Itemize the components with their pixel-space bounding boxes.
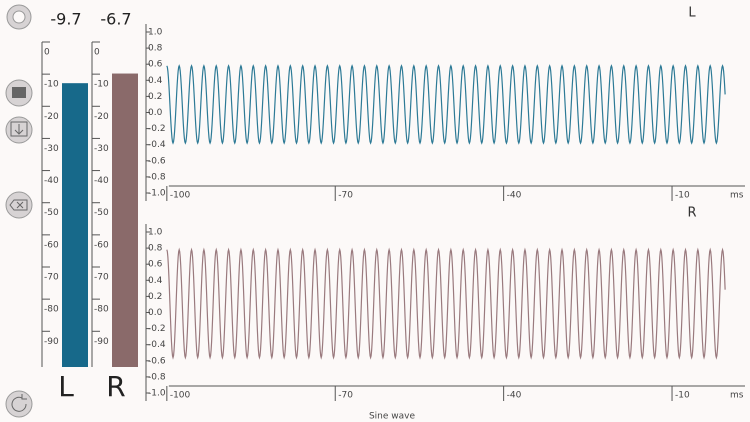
y-tick-label: 0.0 [148, 308, 163, 318]
x-tick-label: -40 [507, 191, 522, 201]
chart-title: R [687, 206, 696, 221]
save-button[interactable] [5, 116, 33, 144]
stop-button[interactable] [5, 79, 33, 107]
y-tick-label: 0.2 [148, 92, 162, 102]
x-unit: ms [730, 191, 744, 201]
meter-tick-label: -40 [94, 176, 109, 186]
y-tick-label: -0.2 [148, 124, 166, 134]
meter-tick-label: -70 [44, 273, 59, 283]
y-tick-label: -1.0 [148, 389, 166, 399]
meter-tick-label: -50 [44, 208, 59, 218]
meter-bar [62, 83, 88, 367]
meter-tick-label: 0 [44, 48, 50, 58]
x-label: Sine wave [369, 412, 416, 422]
y-tick-label: 0.4 [148, 276, 163, 286]
y-tick-label: 0.8 [148, 44, 163, 54]
meter-tick-label: -10 [44, 80, 59, 90]
meter-tick-label: -40 [44, 176, 59, 186]
meter-tick-label: -80 [94, 305, 109, 315]
y-tick-label: -0.8 [148, 372, 166, 382]
meter-tick-label: -30 [44, 144, 59, 154]
waveform [166, 64, 726, 145]
clear-button[interactable] [5, 191, 33, 219]
y-tick-label: 0.0 [148, 108, 163, 118]
x-tick-label: -100 [170, 391, 191, 401]
y-tick-label: 0.6 [148, 60, 163, 70]
y-tick-label: -0.2 [148, 324, 166, 334]
chart-title: L [688, 6, 696, 21]
reset-button[interactable] [5, 390, 33, 418]
y-tick-label: -0.8 [148, 172, 166, 182]
meter-value: -9.7 [50, 10, 81, 29]
meter-channel: L [58, 370, 74, 403]
x-tick-label: -40 [507, 391, 522, 401]
y-tick-label: 0.8 [148, 244, 163, 254]
y-tick-label: 1.0 [148, 228, 163, 238]
y-tick-label: -0.6 [148, 356, 166, 366]
meter-tick-label: -30 [94, 144, 109, 154]
meter-tick-label: -60 [94, 240, 109, 250]
y-tick-label: 0.6 [148, 260, 163, 270]
meter-channel: R [106, 370, 125, 403]
meter-tick-label: -10 [94, 80, 109, 90]
settings-button[interactable] [6, 4, 32, 30]
meter-tick-label: -90 [44, 337, 59, 347]
x-tick-label: -10 [675, 391, 690, 401]
meter-tick-label: -20 [44, 112, 59, 122]
meter-bar [112, 73, 138, 368]
x-tick-label: -70 [338, 191, 353, 201]
meter-tick-label: -90 [94, 337, 109, 347]
y-tick-label: -0.4 [148, 340, 166, 350]
y-tick-label: 1.0 [148, 28, 163, 38]
y-tick-label: -0.6 [148, 156, 166, 166]
x-tick-label: -10 [675, 191, 690, 201]
y-tick-label: 0.4 [148, 76, 163, 86]
waveform [166, 247, 726, 360]
meter-value: -6.7 [100, 10, 131, 29]
y-tick-label: -1.0 [148, 189, 166, 199]
x-unit: ms [730, 391, 744, 401]
y-tick-label: -0.4 [148, 140, 166, 150]
meter-tick-label: 0 [94, 48, 100, 58]
x-tick-label: -70 [338, 391, 353, 401]
y-tick-label: 0.2 [148, 292, 162, 302]
meter-tick-label: -70 [94, 273, 109, 283]
meter-tick-label: -60 [44, 240, 59, 250]
meter-tick-label: -50 [94, 208, 109, 218]
meter-tick-label: -80 [44, 305, 59, 315]
meter-tick-label: -20 [94, 112, 109, 122]
x-tick-label: -100 [170, 191, 191, 201]
